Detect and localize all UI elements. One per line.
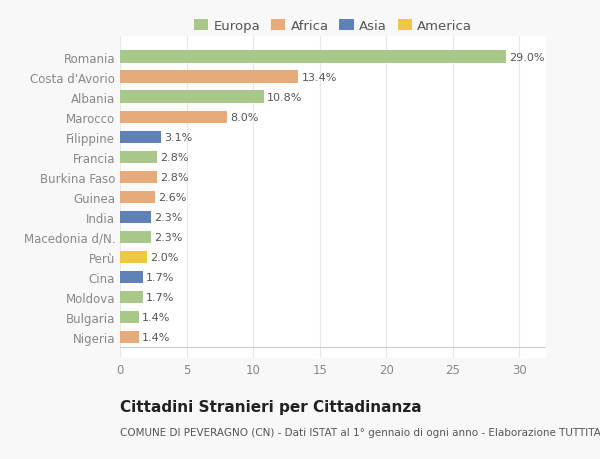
- Bar: [120, 211, 151, 224]
- Text: 2.8%: 2.8%: [161, 173, 189, 182]
- Text: 13.4%: 13.4%: [302, 73, 337, 83]
- Text: 1.4%: 1.4%: [142, 332, 170, 342]
- Bar: [120, 131, 161, 144]
- Bar: [120, 51, 506, 64]
- Bar: [120, 191, 155, 203]
- Text: 1.7%: 1.7%: [146, 292, 175, 302]
- Bar: [120, 111, 227, 123]
- Bar: [120, 231, 151, 244]
- Bar: [120, 291, 143, 303]
- Text: 2.0%: 2.0%: [150, 252, 178, 262]
- Bar: [120, 151, 157, 163]
- Text: 1.4%: 1.4%: [142, 312, 170, 322]
- Text: 2.6%: 2.6%: [158, 192, 187, 202]
- Text: 2.3%: 2.3%: [154, 232, 182, 242]
- Text: 8.0%: 8.0%: [230, 112, 258, 123]
- Text: Cittadini Stranieri per Cittadinanza: Cittadini Stranieri per Cittadinanza: [120, 399, 422, 414]
- Text: 1.7%: 1.7%: [146, 272, 175, 282]
- Text: 29.0%: 29.0%: [509, 52, 545, 62]
- Bar: [120, 91, 264, 104]
- Bar: [120, 171, 157, 184]
- Text: 10.8%: 10.8%: [267, 92, 302, 102]
- Text: 3.1%: 3.1%: [164, 133, 193, 142]
- Bar: [120, 331, 139, 343]
- Legend: Europa, Africa, Asia, America: Europa, Africa, Asia, America: [190, 16, 476, 37]
- Text: 2.3%: 2.3%: [154, 213, 182, 222]
- Text: COMUNE DI PEVERAGNO (CN) - Dati ISTAT al 1° gennaio di ogni anno - Elaborazione : COMUNE DI PEVERAGNO (CN) - Dati ISTAT al…: [120, 427, 600, 437]
- Text: 2.8%: 2.8%: [161, 152, 189, 162]
- Bar: [120, 271, 143, 284]
- Bar: [120, 311, 139, 324]
- Bar: [120, 71, 298, 84]
- Bar: [120, 251, 146, 263]
